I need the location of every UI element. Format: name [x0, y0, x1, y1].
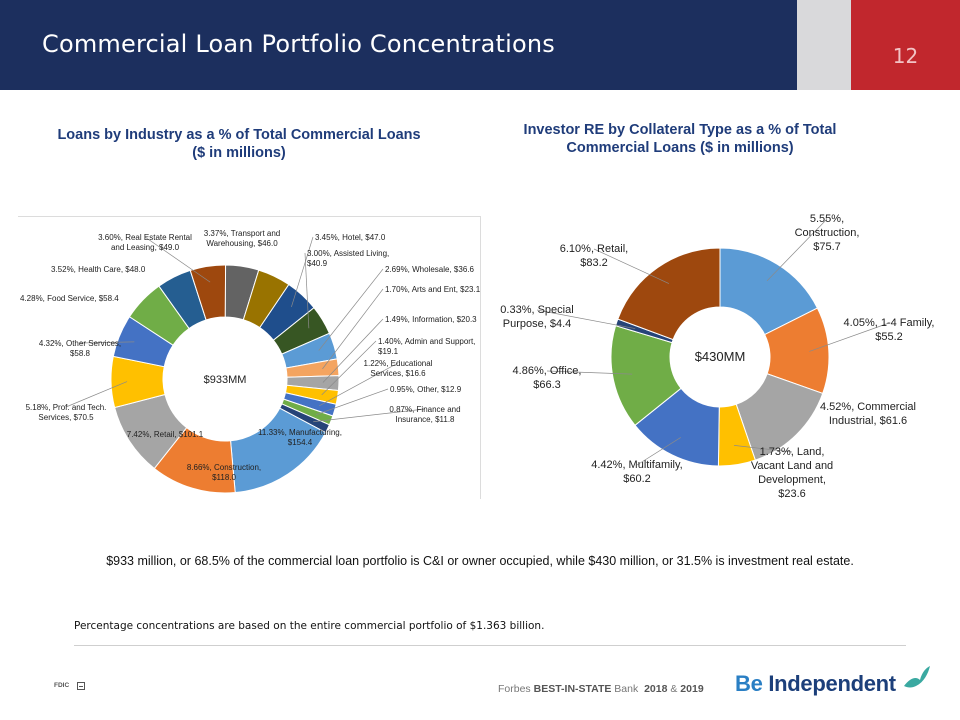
investor-re-chart-title: Investor RE by Collateral Type as a % of… — [470, 121, 890, 157]
year-separator: & — [667, 683, 681, 695]
footnote-text: Percentage concentrations are based on t… — [74, 620, 545, 632]
data-label: 3.52%, Health Care, $48.0 — [51, 265, 146, 274]
leader-line — [304, 252, 310, 329]
leader-line — [291, 236, 314, 308]
investor-re-chart-title-line1: Investor RE by Collateral Type as a % of… — [523, 122, 837, 138]
data-label: 0.87%, Finance and Insurance, $11.8 — [389, 405, 460, 424]
data-label: 4.05%, 1-4 Family, $55.2 — [844, 317, 935, 343]
leader-line — [65, 381, 128, 408]
data-label: 4.32%, Other Services, $58.8 — [39, 339, 121, 358]
leader-line — [536, 309, 636, 329]
data-label: 3.45%, Hotel, $47.0 — [315, 233, 386, 242]
summary-text: $933 million, or 68.5% of the commercial… — [106, 554, 854, 568]
leader-line — [318, 268, 384, 351]
data-label: 3.60%, Real Estate Rental and Leasing, $4… — [98, 233, 192, 252]
data-label: 4.52%, Commercial Industrial, $61.6 — [820, 401, 916, 427]
leader-line — [809, 322, 890, 352]
data-label: 1.70%, Arts and Ent, $23.1 — [385, 285, 481, 294]
bank-logo: Be Independent — [735, 671, 896, 697]
data-label: 1.49%, Information, $20.3 — [385, 315, 477, 324]
data-label: 3.37%, Transport and Warehousing, $46.0 — [204, 229, 281, 248]
donut-slice — [617, 247, 721, 341]
year-2019: 2019 — [680, 683, 704, 695]
data-label: 3.00%, Assisted Living, $40.9 — [307, 249, 389, 268]
donut-chart-1: 3.45%, Hotel, $47.0 3.00%, Assisted Livin… — [20, 229, 481, 494]
data-label: 0.33%, Special Purpose, $4.4 — [500, 304, 573, 330]
data-label: 6.10%, Retail, $83.2 — [560, 243, 628, 269]
donut-slice — [242, 269, 290, 329]
data-label: 0.95%, Other, $12.9 — [390, 385, 462, 394]
year-2018: 2018 — [644, 683, 668, 695]
header-accent-red — [851, 0, 960, 90]
fdic-logo: FDIC — [54, 682, 70, 689]
data-label: 4.28%, Food Service, $58.4 — [20, 294, 119, 303]
industry-chart-title: Loans by Industry as a % of Total Commer… — [20, 126, 458, 162]
donut-center-label: $430MM — [695, 349, 746, 364]
donut-center-label: $933MM — [204, 374, 247, 386]
industry-chart-frame — [18, 216, 481, 499]
leader-line — [322, 288, 384, 370]
data-label: 2.69%, Wholesale, $36.6 — [385, 265, 474, 274]
footer-divider — [74, 645, 906, 646]
leader-line — [734, 445, 793, 453]
title-bar: Commercial Loan Portfolio Concentrations — [0, 0, 797, 90]
bird-logo-icon — [904, 666, 930, 688]
data-label: 1.22%, Educational Services, $16.6 — [364, 359, 433, 378]
leader-line — [546, 370, 633, 375]
page-number: 12 — [892, 44, 919, 68]
industry-chart-title-line2: ($ in millions) — [192, 145, 286, 161]
leader-line — [319, 362, 399, 407]
leader-line — [316, 388, 389, 415]
forbes-bold: BEST-IN-STATE — [533, 683, 612, 695]
page-title: Commercial Loan Portfolio Concentrations — [42, 30, 555, 58]
leader-line — [313, 408, 426, 423]
data-label: 11.33%, Manufacturing, $154.4 — [258, 428, 342, 447]
investor-re-chart-title-line2: Commercial Loans ($ in millions) — [566, 140, 794, 156]
forbes-rest: Bank — [611, 683, 639, 695]
leader-line — [321, 340, 377, 396]
data-label: 4.86%, Office, $66.3 — [513, 365, 582, 391]
leader-line — [322, 318, 384, 383]
leader-line — [636, 437, 681, 466]
industry-chart-title-line1: Loans by Industry as a % of Total Commer… — [57, 127, 421, 143]
leader-line — [144, 236, 211, 283]
leader-line — [593, 248, 670, 284]
header-accent-gray — [797, 0, 851, 90]
forbes-prefix: Forbes — [498, 683, 534, 695]
data-label: 1.40%, Admin and Support, $19.1 — [378, 337, 475, 356]
data-label: 7.42%, Retail, $101.1 — [127, 430, 204, 439]
data-label: 8.66%, Construction, $118.0 — [187, 463, 261, 482]
data-label: 1.73%, Land, Vacant Land and Development, $… — [751, 446, 833, 500]
logo-be: Be — [735, 671, 763, 696]
forbes-award-text: Forbes BEST-IN-STATE Bank 2018 & 2019 — [498, 683, 704, 695]
logo-independent: Independent — [762, 671, 896, 696]
leader-line — [79, 341, 135, 344]
equal-housing-icon — [77, 682, 85, 690]
leader-line — [766, 218, 828, 282]
data-label: 4.42%, Multifamily, $60.2 — [591, 459, 683, 485]
data-label: 5.55%, Construction, $75.7 — [795, 213, 860, 253]
donut-chart-2: 5.55%, Construction, $75.7 4.05%, 1-4 Famil… — [500, 213, 934, 500]
data-label: 5.18%, Prof. and Tech. Services, $70.5 — [26, 403, 107, 422]
